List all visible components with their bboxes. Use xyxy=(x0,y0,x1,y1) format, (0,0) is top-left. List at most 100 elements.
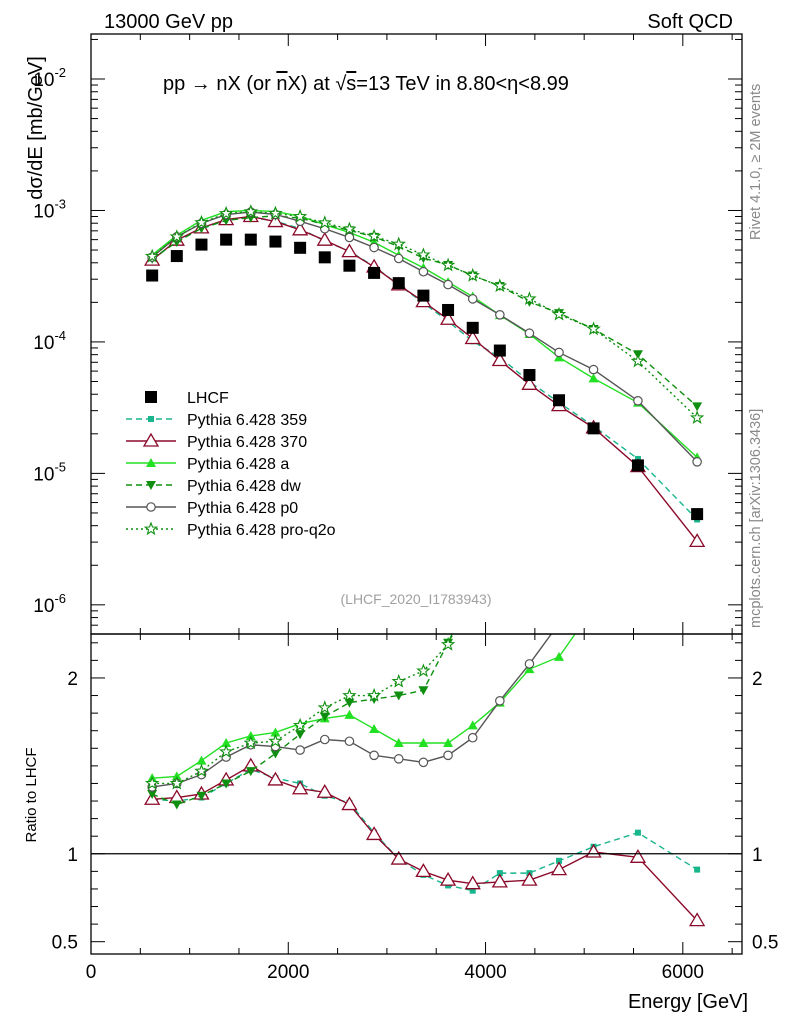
lhcf-point xyxy=(294,241,307,254)
series-pythia-6-428-a-ratio-line xyxy=(152,634,576,779)
lhcf-point xyxy=(146,269,159,282)
series-pythia-6-428-370-point xyxy=(439,310,457,325)
series-pythia-6-428-pro-q2o-line xyxy=(151,211,698,419)
series-pythia-6-428-dw-point xyxy=(692,402,703,412)
lhcf-point xyxy=(587,422,600,435)
series-pythia-6-428-pro-q2o-point xyxy=(492,278,508,293)
series-pythia-6-428-370-ratio-point xyxy=(415,863,432,878)
y-tick-label: 10-4 xyxy=(33,328,66,354)
series-pythia-6-428-pro-q2o-point xyxy=(522,291,537,306)
legend-pythia-6-428-p0-label: Pythia 6.428 p0 xyxy=(187,500,298,517)
series-pythia-6-428-p0-point xyxy=(692,456,702,467)
lhcf-point xyxy=(343,259,356,272)
series-pythia-6-428-pro-q2o-point xyxy=(689,410,705,424)
legend-pythia-6-428-359-label: Pythia 6.428 359 xyxy=(187,412,307,429)
series-pythia-6-428-p0-point xyxy=(633,396,643,406)
series-pythia-6-428-359-ratio-point xyxy=(469,887,476,894)
series-pythia-6-428-370-ratio-point xyxy=(585,843,602,858)
series-pythia-6-428-359-ratio-point xyxy=(496,870,503,877)
series-pythia-6-428-pro-q2o-ratio-point xyxy=(391,673,407,688)
series-pythia-6-428-370-ratio-point xyxy=(688,912,706,927)
series-pythia-6-428-a-ratio-point xyxy=(554,651,565,661)
legend-label-lhcf: LHCF xyxy=(187,390,229,407)
series-pythia-6-428-pro-q2o-ratio-point xyxy=(218,744,234,759)
series-pythia-6-428-pro-q2o-point xyxy=(366,228,382,243)
series-pythia-6-428-370-ratio-point xyxy=(365,826,383,841)
legend-pythia-6-428-370-marker xyxy=(142,432,160,447)
ratio-tick-label-left: 2 xyxy=(67,669,78,690)
series-pythia-6-428-p0-ratio-point xyxy=(495,696,505,706)
series-pythia-6-428-370-point xyxy=(316,231,333,246)
series-pythia-6-428-dw-ratio-point xyxy=(147,790,158,799)
series-pythia-6-428-359-ratio-point xyxy=(634,829,641,836)
series-pythia-6-428-370-point xyxy=(491,352,508,367)
series-pythia-6-428-a-ratio-point xyxy=(393,738,404,748)
series-pythia-6-428-a-ratio-point xyxy=(369,723,380,733)
series-pythia-6-428-370-point xyxy=(341,243,358,258)
series-pythia-6-428-370-point xyxy=(521,376,538,390)
x-tick-label: 4000 xyxy=(464,962,506,983)
x-tick-label: 2000 xyxy=(267,962,309,983)
ratio-plot-area xyxy=(144,21,706,927)
series-pythia-6-428-dw-ratio-point xyxy=(554,217,564,226)
legend: LHCF Pythia 6.428 359 Pythia 6.428 370 Pyth… xyxy=(126,390,336,539)
ratio-tick-label-left: 0.5 xyxy=(52,933,78,954)
legend-pythia-6-428-359-marker xyxy=(148,416,154,422)
series-pythia-6-428-pro-q2o-ratio-line xyxy=(152,634,454,785)
series-pythia-6-428-370-ratio-point xyxy=(316,783,333,798)
series-pythia-6-428-pro-q2o-point xyxy=(169,229,184,243)
series-pythia-6-428-p0-point xyxy=(344,232,355,243)
series-pythia-6-428-a-point xyxy=(588,373,599,383)
series-pythia-6-428-pro-q2o-point xyxy=(391,236,407,251)
header-right: Soft QCD xyxy=(647,11,733,33)
series-pythia-6-428-p0-ratio-point xyxy=(369,750,379,761)
plot-title: pp → nX (or nX) at √s=13 TeV in 8.80<η<8… xyxy=(163,73,569,95)
lhcf-point xyxy=(417,289,430,302)
series-pythia-6-428-370-ratio-point xyxy=(341,796,358,811)
series-pythia-6-428-dw-ratio-point xyxy=(221,779,232,789)
series-pythia-6-428-pro-q2o-ratio-point xyxy=(588,21,600,32)
series-pythia-6-428-a-ratio-point xyxy=(270,727,281,737)
series-pythia-6-428-pro-q2o-point xyxy=(342,221,357,236)
series-pythia-6-428-p0-ratio-point xyxy=(393,754,404,764)
series-pythia-6-428-pro-q2o-ratio-point xyxy=(243,735,258,750)
legend-marker-lhcf xyxy=(145,391,157,403)
series-pythia-6-428-dw-line xyxy=(151,215,698,407)
legend-pythia-6-428-a-marker xyxy=(146,458,156,467)
series-pythia-6-428-pro-q2o-ratio-point xyxy=(194,763,209,778)
y-axis-label: dσ/dE [mb/GeV] xyxy=(25,56,47,200)
x-tick-label: 6000 xyxy=(662,962,704,983)
series-pythia-6-428-dw-ratio-point xyxy=(524,393,534,402)
series-pythia-6-428-p0-ratio-point xyxy=(693,586,701,594)
legend-pythia-6-428-pro-q2o-marker xyxy=(143,521,159,536)
series-pythia-6-428-dw-ratio-point xyxy=(245,767,256,777)
ratio-axis-label: Ratio to LHCF xyxy=(23,747,40,842)
series-pythia-6-428-dw-ratio-point xyxy=(319,712,330,722)
series-pythia-6-428-pro-q2o-ratio-point xyxy=(691,74,702,85)
lhcf-point xyxy=(392,277,405,290)
series-pythia-6-428-pro-q2o-point xyxy=(551,306,567,321)
series-pythia-6-428-dw-ratio-point xyxy=(495,481,505,490)
series-pythia-6-428-dw-ratio-point xyxy=(295,730,306,740)
series-pythia-6-428-pro-q2o-point xyxy=(144,248,160,263)
lhcf-point xyxy=(631,459,644,472)
series-pythia-6-428-370-ratio-point xyxy=(267,771,284,786)
nbar-symbol: n xyxy=(276,73,287,95)
series-pythia-6-428-370-ratio-point xyxy=(629,849,647,863)
series-pythia-6-428-370-point xyxy=(291,221,309,236)
series-pythia-6-428-pro-q2o-ratio-point xyxy=(416,663,431,678)
series-pythia-6-428-pro-q2o-point xyxy=(416,247,431,262)
series-pythia-6-428-pro-q2o-point xyxy=(218,205,234,220)
legend-pythia-6-428-dw-label: Pythia 6.428 dw xyxy=(187,478,301,495)
series-pythia-6-428-pro-q2o-point xyxy=(317,215,333,230)
series-pythia-6-428-pro-q2o-ratio-point xyxy=(366,687,382,702)
series-pythia-6-428-pro-q2o-ratio-point xyxy=(342,687,357,702)
series-pythia-6-428-p0-ratio-point xyxy=(443,750,453,761)
series-pythia-6-428-370-point xyxy=(688,533,706,548)
series-pythia-6-428-pro-q2o-point xyxy=(630,353,646,368)
series-pythia-6-428-dw-ratio-point xyxy=(393,691,404,701)
series-pythia-6-428-dw-ratio-point xyxy=(589,23,599,32)
legend-pythia-6-428-dw-marker xyxy=(146,481,156,490)
legend-pythia-6-428-p0-marker xyxy=(146,502,156,512)
